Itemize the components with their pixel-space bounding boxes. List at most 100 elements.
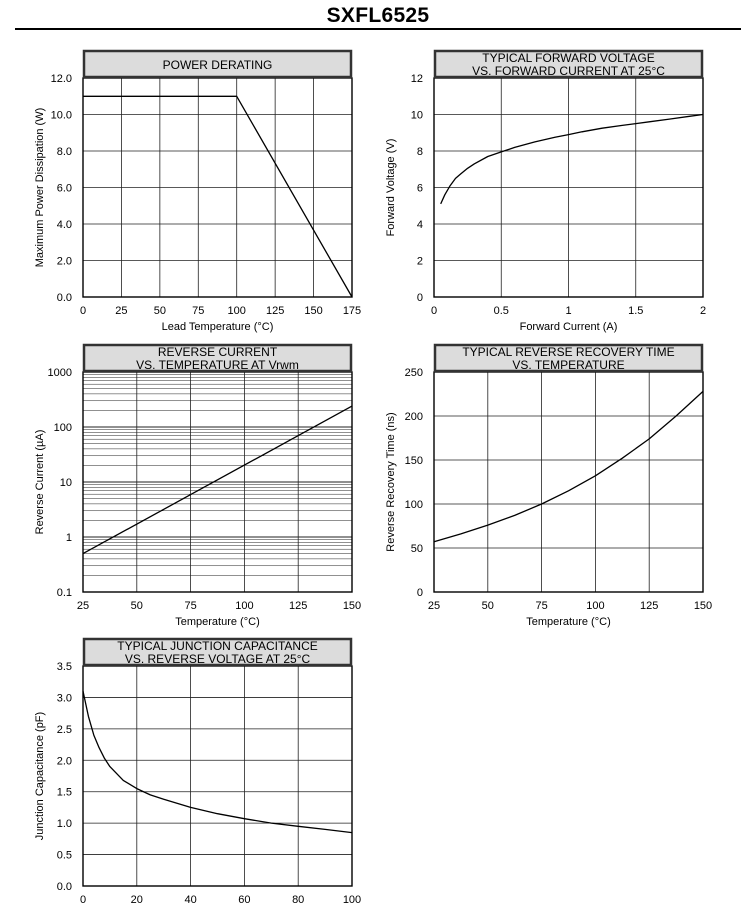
chart-title-box [433, 343, 704, 373]
chart-title-line: VS. TEMPERATURE AT Vrwm [136, 358, 299, 372]
x-tick-label: 100 [228, 305, 246, 317]
y-tick-label: 50 [411, 543, 423, 555]
x-tick-label: 0.5 [494, 305, 509, 317]
y-tick-label: 2.0 [57, 256, 72, 268]
x-tick-label: 1.5 [628, 305, 643, 317]
y-tick-label: 200 [405, 411, 423, 423]
y-tick-label: 0 [417, 292, 423, 304]
x-tick-label: 50 [131, 600, 143, 612]
y-tick-label: 0.0 [57, 292, 72, 304]
x-tick-label: 150 [343, 600, 361, 612]
y-tick-label: 0 [417, 587, 423, 599]
x-axis-label: Temperature (°C) [526, 616, 610, 628]
x-tick-label: 75 [192, 305, 204, 317]
x-tick-label: 100 [235, 600, 253, 612]
x-tick-label: 75 [184, 600, 196, 612]
y-tick-label: 4.0 [57, 219, 72, 231]
title-rule [15, 28, 741, 30]
plot-frame [433, 371, 704, 593]
chart-title-line: VS. REVERSE VOLTAGE AT 25°C [125, 652, 311, 666]
x-tick-label: 75 [535, 600, 547, 612]
series-line [82, 690, 353, 834]
y-tick-label: 0.5 [57, 850, 72, 862]
x-tick-label: 2 [700, 305, 706, 317]
x-tick-label: 175 [343, 305, 361, 317]
y-tick-label: 100 [405, 499, 423, 511]
x-tick-label: 125 [266, 305, 284, 317]
document-title: SXFL6525 [326, 4, 430, 27]
y-axis-label: Junction Capacitance (pF) [34, 712, 46, 840]
y-tick-label: 0.0 [57, 881, 72, 893]
y-axis-label: Forward Voltage (V) [385, 139, 397, 237]
y-tick-label: 0.1 [57, 587, 72, 599]
x-tick-label: 25 [77, 600, 89, 612]
x-tick-label: 0 [431, 305, 437, 317]
chart-title-box [433, 49, 704, 79]
series-line [82, 405, 353, 555]
x-tick-label: 80 [292, 894, 304, 906]
y-tick-label: 4 [417, 219, 423, 231]
chart-title-line: TYPICAL JUNCTION CAPACITANCE [117, 639, 317, 653]
x-tick-label: 125 [640, 600, 658, 612]
y-tick-label: 6.0 [57, 183, 72, 195]
series-line [433, 390, 704, 543]
y-tick-label: 3.5 [57, 661, 72, 673]
y-tick-label: 100 [54, 422, 72, 434]
x-axis-label: Lead Temperature (°C) [162, 321, 274, 333]
x-tick-label: 50 [482, 600, 494, 612]
x-tick-label: 150 [694, 600, 712, 612]
series-line [440, 113, 704, 205]
x-axis-label: Temperature (°C) [175, 616, 259, 628]
chart-title-line: REVERSE CURRENT [158, 345, 278, 359]
chart-title-line: VS. TEMPERATURE [512, 358, 624, 372]
x-tick-label: 50 [154, 305, 166, 317]
x-tick-label: 100 [586, 600, 604, 612]
chart-title-line: TYPICAL REVERSE RECOVERY TIME [462, 345, 674, 359]
plot-frame [82, 665, 353, 887]
y-tick-label: 6 [417, 183, 423, 195]
x-tick-label: 0 [80, 305, 86, 317]
y-tick-label: 1.5 [57, 787, 72, 799]
chart-title-line: POWER DERATING [163, 58, 273, 72]
y-tick-label: 12 [411, 73, 423, 85]
x-tick-label: 100 [343, 894, 361, 906]
x-tick-label: 150 [304, 305, 322, 317]
x-tick-label: 40 [184, 894, 196, 906]
x-tick-label: 1 [565, 305, 571, 317]
chart-title-box [82, 49, 353, 79]
y-tick-label: 8 [417, 146, 423, 158]
y-tick-label: 8.0 [57, 146, 72, 158]
x-tick-label: 25 [428, 600, 440, 612]
chart-title-box [82, 343, 353, 373]
y-axis-label: Maximum Power Dissipation (W) [34, 108, 46, 268]
x-axis-label: Forward Current (A) [520, 321, 618, 333]
x-tick-label: 125 [289, 600, 307, 612]
y-tick-label: 3.0 [57, 692, 72, 704]
chart-title-line: TYPICAL FORWARD VOLTAGE [482, 51, 654, 65]
y-tick-label: 2 [417, 256, 423, 268]
x-tick-label: 60 [238, 894, 250, 906]
series-line [83, 95, 353, 298]
chart-title-box [82, 637, 353, 667]
y-tick-label: 250 [405, 367, 423, 379]
y-axis-label: Reverse Recovery Time (ns) [385, 412, 397, 551]
y-tick-label: 2.5 [57, 724, 72, 736]
y-tick-label: 10 [60, 477, 72, 489]
y-tick-label: 10.0 [51, 110, 72, 122]
y-tick-label: 12.0 [51, 73, 72, 85]
y-axis-label: Reverse Current (µA) [34, 430, 46, 535]
chart-title-line: VS. FORWARD CURRENT AT 25°C [472, 64, 665, 78]
y-tick-label: 2.0 [57, 755, 72, 767]
x-tick-label: 0 [80, 894, 86, 906]
y-tick-label: 1 [66, 532, 72, 544]
y-tick-label: 10 [411, 110, 423, 122]
y-tick-label: 1.0 [57, 818, 72, 830]
chart-power-derating: POWER DERATING 0 25 50 75 100 125 150 175 0.0 2.0 4… [34, 49, 361, 333]
x-tick-label: 20 [131, 894, 143, 906]
y-tick-label: 150 [405, 455, 423, 467]
